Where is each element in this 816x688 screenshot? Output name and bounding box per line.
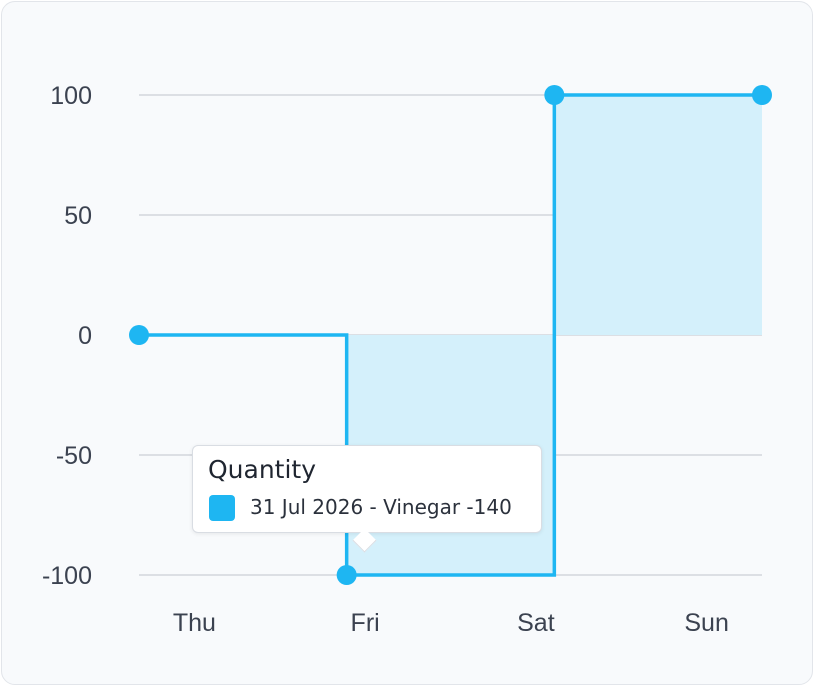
tooltip-title: Quantity	[208, 455, 317, 484]
y-tick-label: -50	[56, 442, 92, 470]
x-tick-label: Thu	[173, 609, 216, 637]
y-tick-label: 0	[78, 322, 92, 350]
data-point[interactable]	[336, 565, 357, 585]
y-axis-ticks: 100 50 0 -50 -100	[42, 82, 92, 590]
series-line	[139, 93, 762, 577]
tooltip-text: 31 Jul 2026 - Vinegar -140	[250, 495, 512, 519]
series-step-line	[139, 93, 762, 577]
y-tick-label: -100	[42, 562, 92, 590]
x-tick-label: Sun	[684, 609, 728, 637]
x-tick-label: Sat	[517, 609, 555, 637]
tooltip-swatch	[209, 495, 235, 521]
data-point[interactable]	[544, 85, 565, 105]
x-axis-ticks: Thu Fri Sat Sun	[173, 609, 729, 637]
data-point[interactable]	[129, 325, 149, 345]
x-tick-label: Fri	[351, 609, 380, 637]
tooltip: Quantity 31 Jul 2026 - Vinegar -140	[192, 445, 542, 553]
series-points[interactable]	[129, 85, 772, 585]
area-fill	[139, 95, 762, 575]
series-area	[139, 95, 762, 575]
y-tick-label: 50	[64, 202, 92, 230]
y-tick-label: 100	[50, 82, 92, 110]
data-point[interactable]	[752, 85, 772, 105]
